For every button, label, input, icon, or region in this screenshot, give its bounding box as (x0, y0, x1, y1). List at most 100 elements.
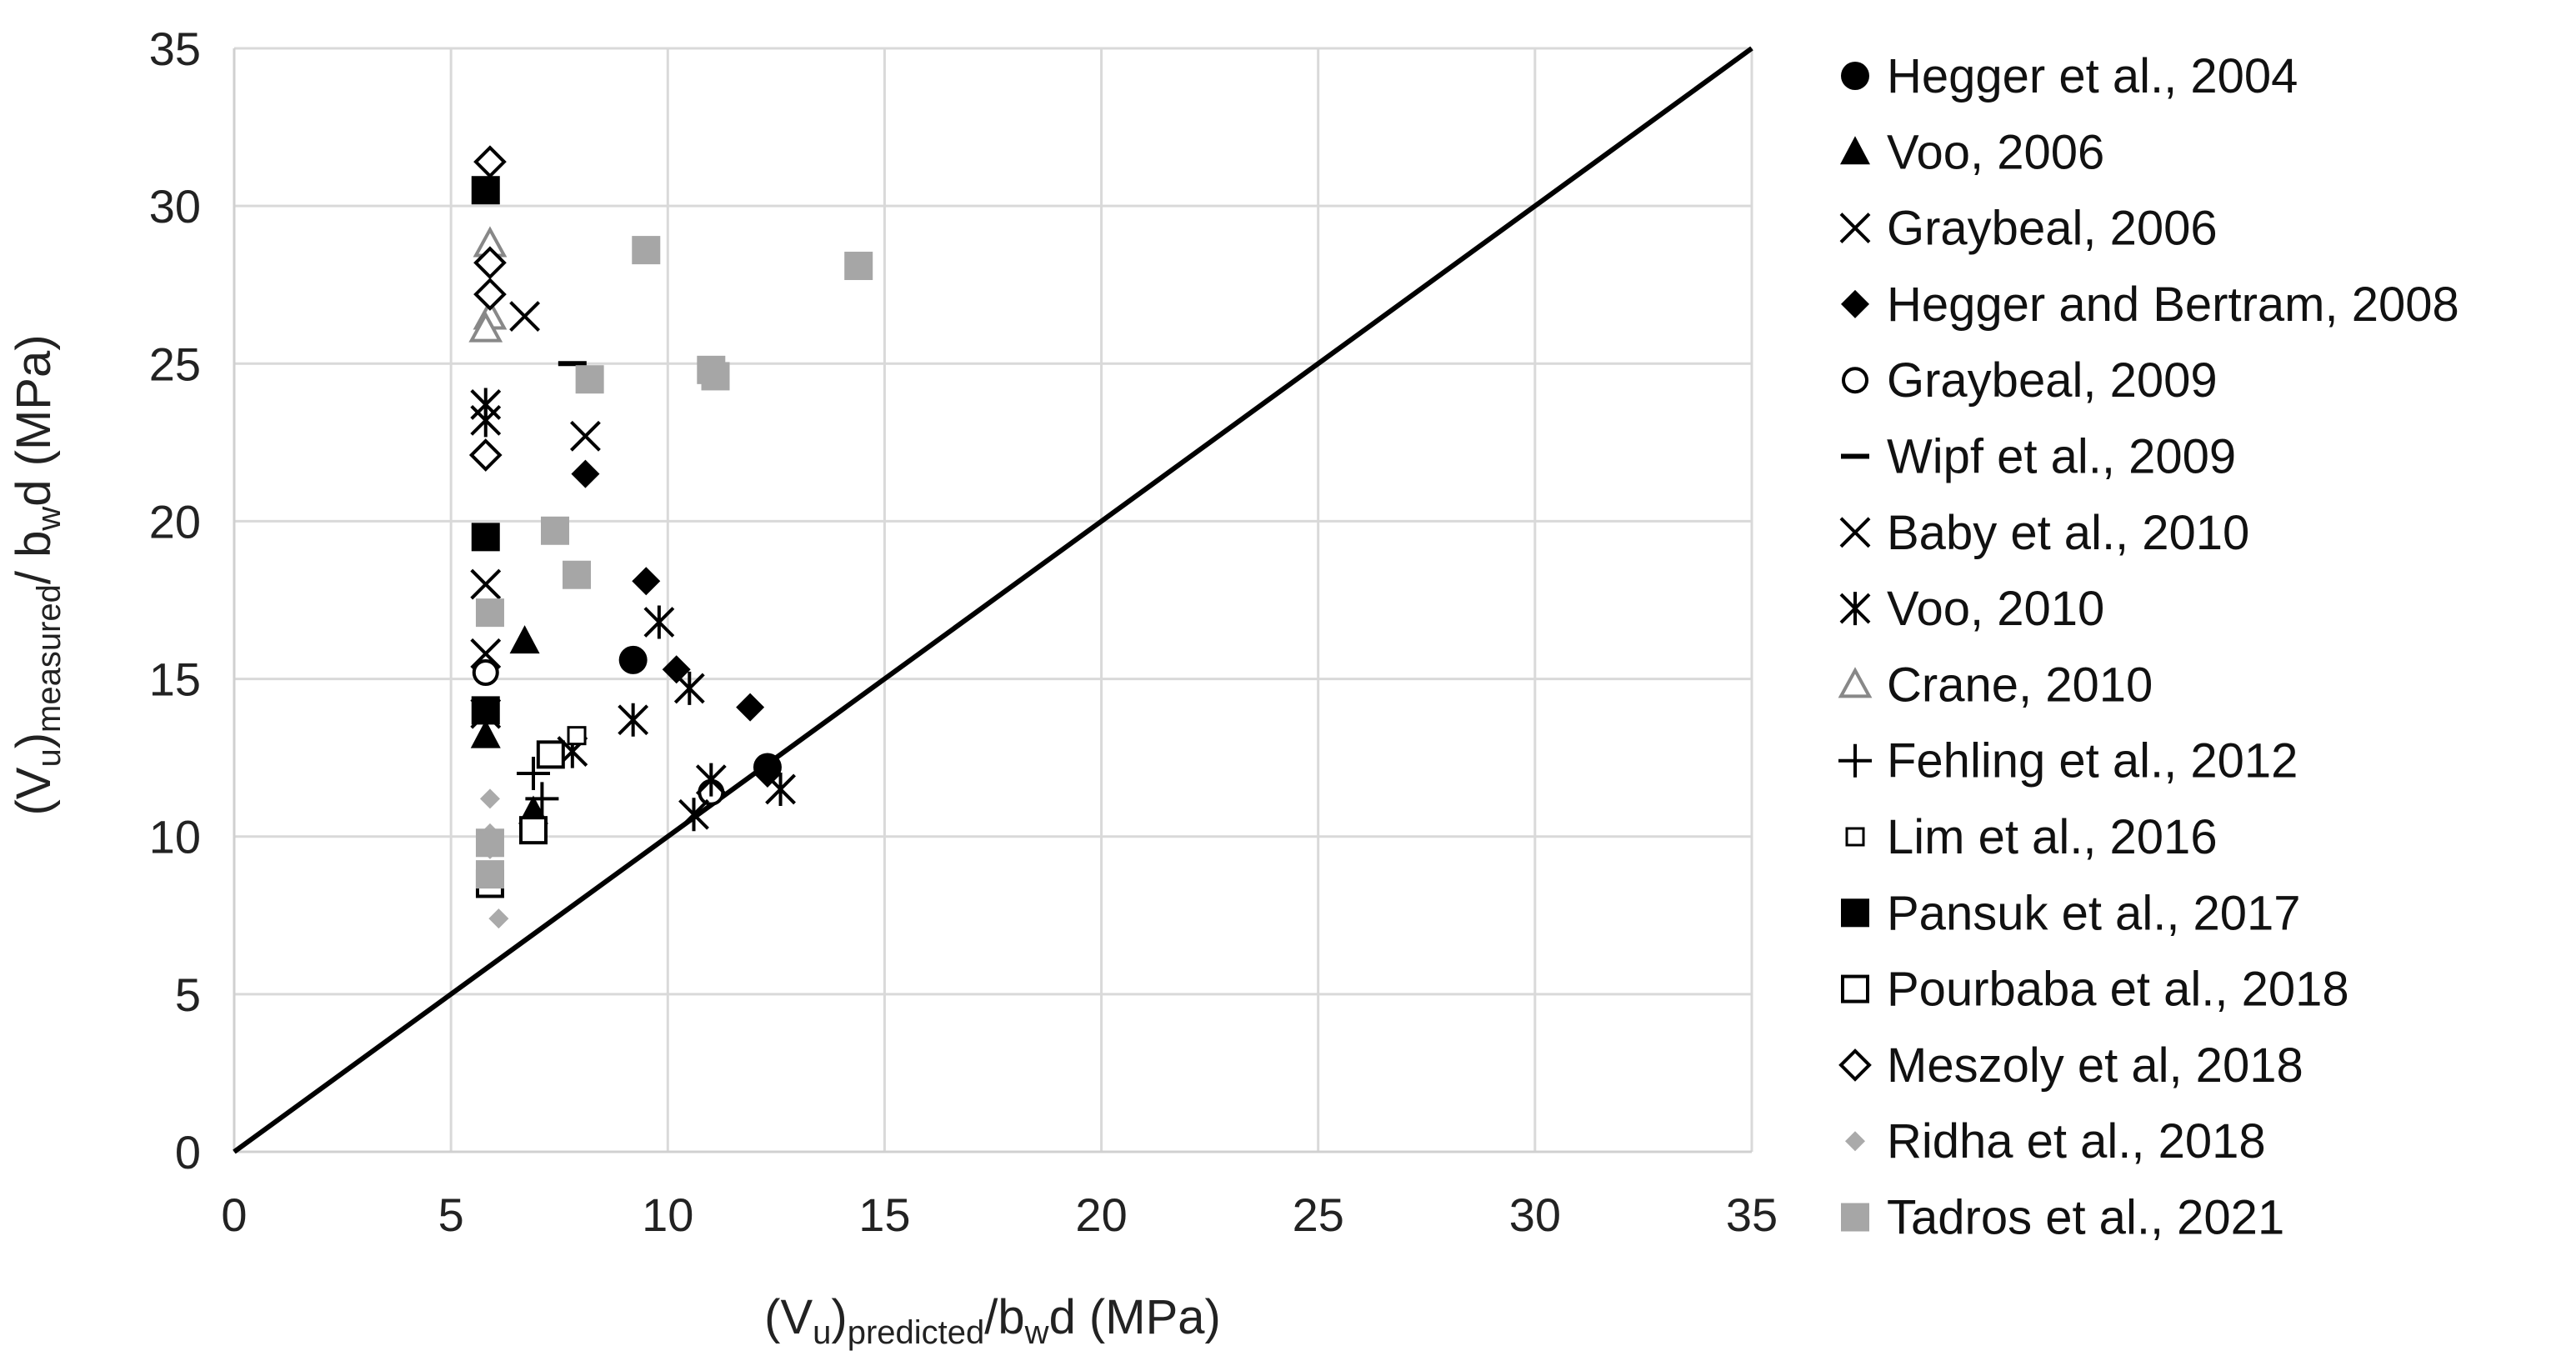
y-tick-label: 15 (149, 653, 201, 706)
legend-item: Wipf et al., 2009 (1841, 430, 2236, 484)
data-point (475, 598, 504, 628)
data-point (509, 301, 541, 332)
legend-label: Pourbaba et al., 2018 (1887, 963, 2349, 1017)
legend-label: Lim et al., 2016 (1887, 810, 2218, 864)
y-tick-label: 30 (149, 180, 201, 233)
legend-label: Hegger et al., 2004 (1887, 49, 2298, 103)
x-tick-label: 25 (1293, 1188, 1344, 1241)
legend-item: Voo, 2010 (1839, 582, 2104, 636)
data-point (475, 860, 504, 889)
y-axis-title: (Vu)measured/ bwd (MPa) (7, 334, 68, 815)
series-12 (471, 176, 500, 725)
data-point (473, 246, 507, 280)
y-tick-label: 35 (149, 23, 201, 75)
series-3 (470, 301, 541, 669)
legend-marker (1841, 1203, 1869, 1232)
data-point (536, 740, 565, 769)
series-4 (571, 459, 782, 788)
data-point (575, 365, 604, 394)
legend-item: Graybeal, 2009 (1842, 353, 2218, 408)
x-tick-label: 10 (642, 1188, 693, 1241)
legend-marker (1841, 289, 1869, 318)
y-tick-label: 10 (149, 811, 201, 863)
y-tick-label: 25 (149, 338, 201, 390)
legend-item: Tadros et al., 2021 (1841, 1191, 2284, 1245)
tick-labels: 0 5 10 15 20 25 30 35 0 5 10 15 20 25 30 35 (149, 23, 1778, 1241)
x-axis-title: (Vu)predicted/bwd (MPa) (764, 1290, 1221, 1351)
data-point (765, 772, 796, 806)
data-point (509, 625, 540, 654)
legend-label: Fehling et al., 2012 (1887, 734, 2298, 788)
legend-marker (1841, 974, 1869, 1003)
x-tick-label: 5 (438, 1188, 464, 1241)
legend-item: Crane, 2010 (1838, 658, 2153, 712)
legend-item: Meszoly et al, 2018 (1838, 1038, 2303, 1093)
data-point (473, 145, 507, 179)
legend-label: Hegger and Bertram, 2008 (1887, 278, 2459, 332)
legend-marker (1845, 1131, 1865, 1152)
legend-label: Pansuk et al., 2017 (1887, 886, 2301, 940)
axes (233, 48, 1752, 1153)
data-point (563, 560, 592, 589)
series-9 (468, 226, 508, 343)
data-point (468, 311, 503, 343)
data-point (567, 726, 587, 746)
reference-line-y-equals-x (233, 46, 1753, 1154)
legend-label: Graybeal, 2009 (1887, 353, 2218, 408)
legend-item: Pourbaba et al., 2018 (1841, 963, 2349, 1017)
legend-label: Voo, 2010 (1887, 582, 2104, 636)
data-point (471, 696, 500, 725)
series-10 (516, 757, 559, 816)
data-point (618, 645, 648, 674)
data-point (632, 567, 661, 596)
data-point (570, 420, 601, 452)
legend-item: Lim et al., 2016 (1845, 810, 2218, 864)
x-tick-label: 15 (858, 1188, 910, 1241)
data-point (632, 236, 661, 265)
legend-label: Voo, 2006 (1887, 125, 2104, 179)
data-point (571, 459, 600, 488)
x-tick-label: 30 (1509, 1188, 1561, 1241)
legend-label: Ridha et al., 2018 (1887, 1114, 2266, 1168)
series-16 (475, 236, 873, 889)
data-point (471, 176, 500, 205)
series-13 (475, 740, 565, 898)
data-point (643, 605, 675, 639)
legend: Hegger et al., 2004 Voo, 2006 Graybeal, 20… (1838, 49, 2459, 1245)
data-point (471, 523, 500, 552)
data-point (844, 252, 873, 281)
legend-marker (1838, 1048, 1872, 1082)
legend-marker (1842, 367, 1868, 394)
data-point (479, 788, 500, 809)
x-tick-label: 0 (221, 1188, 247, 1241)
data-point (470, 568, 502, 600)
data-point (470, 403, 502, 438)
data-point (468, 438, 503, 472)
data-point (662, 655, 691, 684)
data-point (470, 638, 502, 669)
y-tick-label: 20 (149, 495, 201, 548)
legend-item: Voo, 2006 (1840, 125, 2104, 179)
legend-item: Pansuk et al., 2017 (1841, 886, 2301, 940)
legend-item: Baby et al., 2010 (1839, 506, 2249, 560)
legend-item: Fehling et al., 2012 (1838, 734, 2298, 788)
y-tick-label: 0 (175, 1126, 201, 1178)
data-point (753, 759, 782, 788)
data-point (525, 782, 559, 816)
legend-marker (1838, 667, 1873, 698)
data-point (695, 763, 727, 797)
legend-marker (1838, 743, 1872, 778)
x-tick-label: 20 (1075, 1188, 1127, 1241)
series-8 (470, 388, 796, 832)
data-point (518, 816, 548, 845)
data-point (470, 719, 501, 748)
legend-label: Baby et al., 2010 (1887, 506, 2249, 560)
data-point (678, 798, 709, 832)
y-tick-label: 5 (175, 968, 201, 1021)
legend-label: Meszoly et al, 2018 (1887, 1038, 2303, 1093)
reference-line-group (233, 46, 1753, 1154)
legend-label: Wipf et al., 2009 (1887, 430, 2236, 484)
legend-item: Hegger et al., 2004 (1841, 49, 2298, 103)
